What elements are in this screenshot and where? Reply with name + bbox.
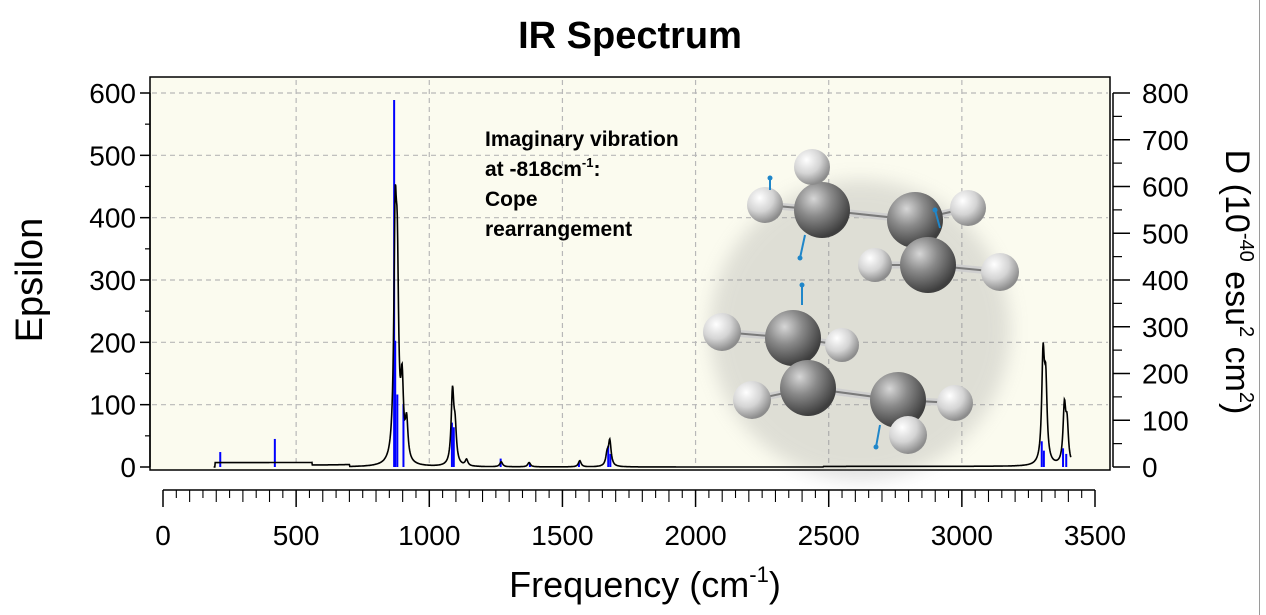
right-tick-label-100: 100 — [1142, 405, 1189, 436]
page-edge-line — [1259, 0, 1260, 615]
x-tick-label-0: 0 — [155, 520, 171, 551]
right-tick-label-500: 500 — [1142, 218, 1189, 249]
annotation-line-1: Imaginary vibration — [485, 128, 679, 151]
x-tick-label-500: 500 — [273, 520, 320, 551]
carbon-atom — [765, 310, 821, 366]
hydrogen-atom — [858, 248, 892, 282]
hydrogen-atom — [703, 313, 741, 351]
right-tick-label-300: 300 — [1142, 312, 1189, 343]
right-y-axis-label: D (10-40 esu2 cm2) — [1218, 150, 1257, 415]
displacement-arrow — [934, 209, 941, 229]
displacement-arrow — [799, 234, 806, 259]
x-tick-label-2500: 2500 — [798, 520, 860, 551]
annotation-line-4: rearrangement — [485, 218, 632, 241]
x-tick-label-1000: 1000 — [398, 520, 460, 551]
carbon-atom — [900, 237, 956, 293]
carbon-atom — [780, 360, 836, 416]
hydrogen-atom — [733, 381, 771, 419]
annotation-line-2: at -818cm-1: — [485, 155, 600, 181]
hydrogen-atom — [937, 385, 973, 421]
carbon-atom — [870, 372, 926, 428]
left-tick-label-100: 100 — [89, 390, 136, 421]
displacement-arrow — [875, 424, 881, 448]
x-tick-label-3500: 3500 — [1064, 520, 1126, 551]
annotation: Imaginary vibration at -818cm-1: Cope re… — [485, 128, 679, 241]
right-tick-label-400: 400 — [1142, 265, 1189, 296]
hydrogen-atom — [794, 149, 830, 185]
spectrum-curve — [213, 184, 1072, 468]
right-y-axis: 0 100 200 300 400 500 600 700 800 — [1112, 78, 1189, 483]
left-y-axis: 0 100 200 300 400 500 600 — [89, 78, 151, 483]
carbon-atom — [794, 182, 850, 238]
hydrogen-atom — [950, 190, 986, 226]
x-axis-label: Frequency (cm-1) — [509, 562, 781, 605]
x-tick-label-1500: 1500 — [531, 520, 593, 551]
right-tick-label-0: 0 — [1142, 452, 1158, 483]
annotation-superscript: -1 — [582, 155, 594, 170]
hydrogen-atom — [747, 187, 783, 223]
displacement-arrow-head — [767, 175, 773, 181]
right-tick-label-600: 600 — [1142, 172, 1189, 203]
cope-transition-state-molecule-illustration — [703, 149, 1019, 480]
right-tick-label-700: 700 — [1142, 125, 1189, 156]
displacement-arrow-head — [932, 207, 938, 213]
left-tick-label-400: 400 — [89, 203, 136, 234]
left-tick-label-600: 600 — [89, 78, 136, 109]
displacement-arrow-head — [873, 444, 879, 450]
x-tick-label-3000: 3000 — [931, 520, 993, 551]
carbon-atom — [887, 192, 943, 248]
x-tick-label-2000: 2000 — [664, 520, 726, 551]
left-tick-label-200: 200 — [89, 327, 136, 358]
left-tick-label-300: 300 — [89, 265, 136, 296]
right-tick-label-200: 200 — [1142, 359, 1189, 390]
hydrogen-atom — [981, 253, 1019, 291]
hydrogen-atom — [825, 328, 859, 362]
hydrogen-atom — [889, 416, 927, 454]
displacement-arrow-head — [799, 282, 805, 288]
right-tick-label-800: 800 — [1142, 78, 1189, 109]
x-axis: 0 500 1000 1500 2000 2500 3000 3500 — [155, 489, 1126, 551]
y-axis-label: Epsilon — [9, 218, 51, 343]
left-tick-label-500: 500 — [89, 140, 136, 171]
annotation-line-3: Cope — [485, 188, 538, 211]
left-tick-label-0: 0 — [120, 452, 136, 483]
displacement-arrow-head — [797, 255, 803, 261]
chart-title: IR Spectrum — [518, 15, 742, 57]
